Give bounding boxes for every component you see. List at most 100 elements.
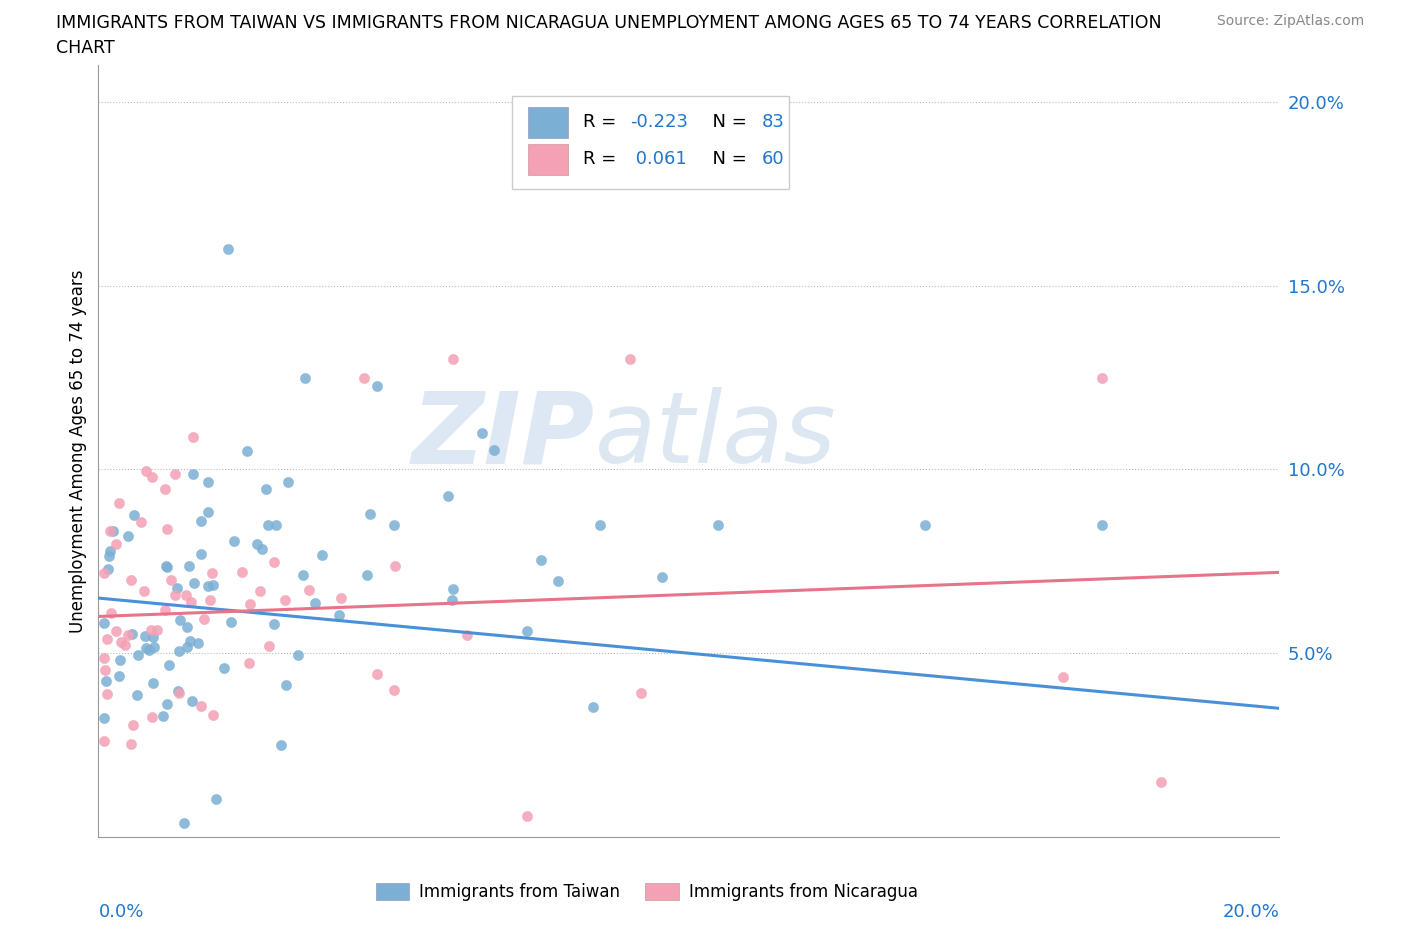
Point — [330, 591, 353, 605]
Point — [108, 669, 131, 684]
Point — [292, 567, 315, 582]
Point — [142, 630, 165, 644]
Point — [263, 617, 285, 631]
Point — [287, 647, 309, 662]
Point — [180, 595, 202, 610]
Point — [441, 581, 464, 596]
Text: R =: R = — [582, 151, 621, 168]
Point — [356, 567, 378, 582]
Legend: Immigrants from Taiwan, Immigrants from Nicaragua: Immigrants from Taiwan, Immigrants from … — [370, 876, 924, 908]
Point — [142, 675, 165, 690]
Point — [183, 576, 205, 591]
Point — [471, 425, 494, 440]
Point — [181, 466, 204, 481]
Text: 0.061: 0.061 — [630, 151, 686, 168]
Point — [134, 629, 156, 644]
Point — [96, 631, 118, 646]
Point — [163, 588, 186, 603]
Point — [1091, 370, 1114, 385]
Point — [122, 718, 145, 733]
Point — [157, 658, 180, 672]
Point — [173, 816, 195, 830]
Text: 20.0%: 20.0% — [1223, 903, 1279, 921]
Point — [153, 482, 176, 497]
Point — [441, 352, 464, 366]
Text: N =: N = — [700, 151, 752, 168]
Point — [274, 677, 297, 692]
Point — [187, 635, 209, 650]
Point — [179, 633, 201, 648]
Point — [366, 379, 388, 393]
Point — [201, 708, 224, 723]
Point — [482, 443, 505, 458]
Point — [93, 566, 115, 581]
Point — [1150, 775, 1173, 790]
FancyBboxPatch shape — [512, 96, 789, 189]
Point — [651, 569, 673, 584]
Point — [100, 605, 122, 620]
Point — [122, 508, 145, 523]
Point — [180, 693, 202, 708]
Point — [169, 613, 191, 628]
Point — [104, 623, 127, 638]
Point — [1052, 670, 1074, 684]
Point — [516, 808, 538, 823]
Point — [120, 573, 142, 588]
Point — [328, 607, 350, 622]
Point — [589, 517, 612, 532]
Point — [437, 488, 460, 503]
Point — [176, 639, 198, 654]
FancyBboxPatch shape — [529, 144, 568, 175]
Point — [127, 647, 149, 662]
Point — [135, 641, 157, 656]
Point — [165, 467, 187, 482]
Text: Source: ZipAtlas.com: Source: ZipAtlas.com — [1216, 14, 1364, 28]
Point — [152, 709, 174, 724]
Text: N =: N = — [700, 113, 752, 131]
Point — [456, 627, 478, 642]
Point — [98, 543, 121, 558]
Point — [516, 624, 538, 639]
Point — [353, 370, 375, 385]
Point — [245, 537, 267, 551]
Point — [93, 650, 115, 665]
Point — [179, 559, 201, 574]
Point — [135, 463, 157, 478]
Point — [94, 663, 117, 678]
Point — [121, 626, 143, 641]
Point — [238, 656, 260, 671]
Point — [96, 686, 118, 701]
Point — [160, 572, 183, 587]
Text: atlas: atlas — [595, 387, 837, 485]
Point — [93, 615, 115, 630]
Point — [108, 652, 131, 667]
Point — [1091, 517, 1114, 532]
Point — [366, 667, 388, 682]
Y-axis label: Unemployment Among Ages 65 to 74 years: Unemployment Among Ages 65 to 74 years — [69, 270, 87, 632]
Point — [120, 737, 142, 751]
Point — [250, 541, 273, 556]
Point — [382, 683, 405, 698]
Point — [174, 588, 197, 603]
Point — [156, 559, 179, 574]
Point — [239, 597, 262, 612]
Point — [547, 574, 569, 589]
Point — [217, 242, 239, 257]
FancyBboxPatch shape — [529, 107, 568, 138]
Point — [93, 711, 115, 725]
Point — [139, 623, 162, 638]
Point — [201, 565, 224, 580]
Point — [155, 559, 177, 574]
Point — [311, 547, 333, 562]
Point — [619, 352, 641, 366]
Point — [707, 517, 730, 532]
Text: R =: R = — [582, 113, 621, 131]
Point — [117, 528, 139, 543]
Point — [117, 628, 139, 643]
Point — [141, 470, 163, 485]
Point — [219, 614, 242, 629]
Point — [97, 561, 120, 576]
Point — [176, 619, 198, 634]
Point — [138, 643, 160, 658]
Text: ZIP: ZIP — [412, 387, 595, 485]
